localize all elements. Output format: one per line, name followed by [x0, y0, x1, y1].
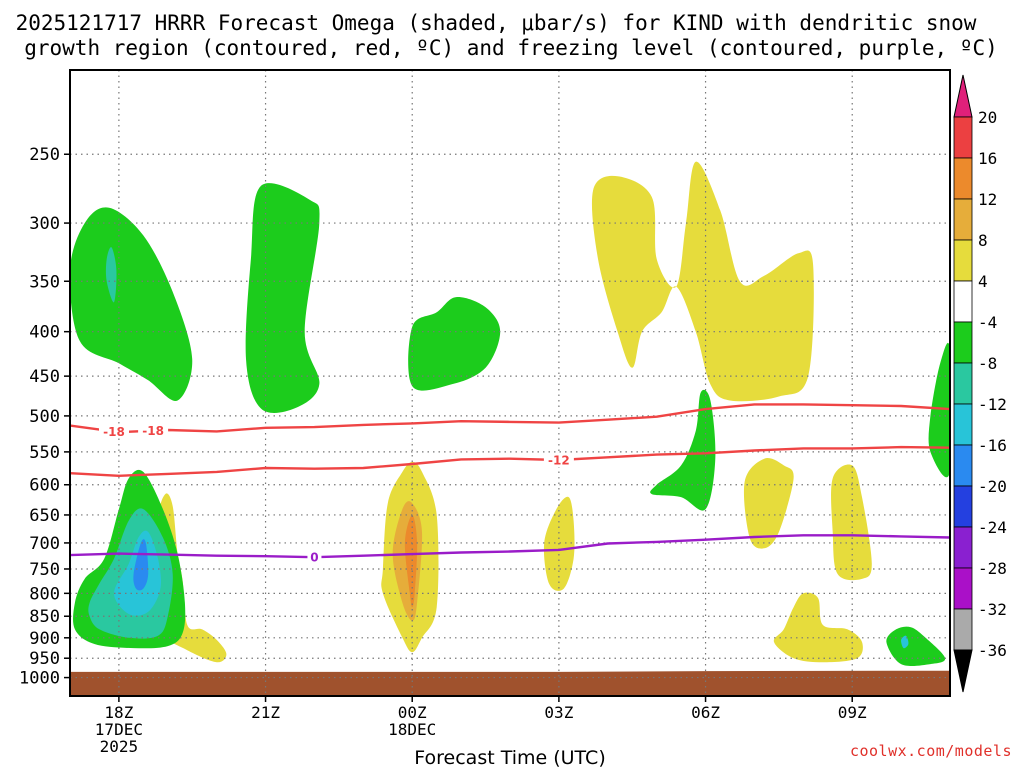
- y-tick-label-650: 650: [29, 506, 60, 526]
- colorbar-bin-4-to-8: [953, 239, 973, 282]
- y-tick-label-350: 350: [29, 272, 60, 292]
- x-tick-label-17DEC: 17DEC: [95, 720, 143, 739]
- y-tick-label-400: 400: [29, 323, 60, 343]
- omega-region-10: [404, 515, 418, 608]
- contour-label-dgz-top: -18: [103, 425, 125, 439]
- colorbar-label--4: -4: [978, 313, 997, 332]
- contour-labels: -18 -18 -12 0: [99, 423, 574, 565]
- colorbar-label--8: -8: [978, 354, 997, 373]
- y-tick-label-950: 950: [29, 649, 60, 669]
- contour-label-bg: [99, 424, 129, 439]
- omega-region-15: [831, 464, 872, 581]
- colorbar-bin--8-to--4: [953, 321, 973, 364]
- contour-freezing-level: [70, 534, 950, 559]
- omega-region-16: [773, 592, 863, 663]
- contour-label-dgz-top: -18: [142, 424, 164, 438]
- omega-region-0: [70, 207, 193, 401]
- omega-region-1: [105, 247, 117, 303]
- below-ground-terrain: [70, 670, 950, 696]
- omega-region-17: [886, 626, 946, 666]
- x-tick-label-21Z: 21Z: [251, 703, 280, 722]
- chart-title-line2: growth region (contoured, red, ºC) and f…: [24, 36, 998, 60]
- contour-label-bg: [307, 550, 322, 565]
- chart-title-line1: 2025121717 HRRR Forecast Omega (shaded, …: [16, 11, 977, 35]
- colorbar-label-8: 8: [978, 231, 988, 250]
- y-tick-label-600: 600: [29, 476, 60, 496]
- colorbar-bin--20-to--16: [953, 444, 973, 487]
- x-tick-label-18DEC: 18DEC: [388, 720, 436, 739]
- colorbar: 20 16 12 8 4 -4 -8 -12 -16 -20 -24 -28 -32 -36: [953, 74, 1007, 693]
- colorbar-label--32: -32: [978, 600, 1007, 619]
- colorbar-bin--36-to--32: [953, 608, 973, 651]
- x-tick-label-09Z: 09Z: [838, 703, 867, 722]
- colorbar-bin--24-to--20: [953, 485, 973, 528]
- contour-label-bg: [543, 453, 574, 468]
- y-tick-label-900: 900: [29, 629, 60, 649]
- colorbar-bin--28-to--24: [953, 526, 973, 569]
- colorbar-label--12: -12: [978, 395, 1007, 414]
- y-tick-label-750: 750: [29, 560, 60, 580]
- omega-shading: [70, 161, 950, 666]
- colorbar-under-triangle: [953, 649, 973, 693]
- plot-frame: [69, 69, 951, 697]
- colorbar-label-12: 12: [978, 190, 997, 209]
- colorbar-bin--4-to-4: [953, 280, 973, 323]
- x-tick-label-2025: 2025: [100, 737, 139, 756]
- colorbar-label-20: 20: [978, 108, 997, 127]
- y-tick-label-300: 300: [29, 214, 60, 234]
- omega-region-2: [245, 183, 320, 414]
- colorbar-bin--32-to--28: [953, 567, 973, 610]
- y-tick-label-850: 850: [29, 607, 60, 627]
- colorbar-bin-12-to-16: [953, 157, 973, 200]
- colorbar-label--36: -36: [978, 641, 1007, 660]
- colorbar-label-4: 4: [978, 272, 988, 291]
- y-tick-label-700: 700: [29, 534, 60, 554]
- x-tick-label-18Z: 18Z: [104, 703, 133, 722]
- y-tick-label-250: 250: [29, 145, 60, 165]
- colorbar-label--16: -16: [978, 436, 1007, 455]
- y-axis: 2503003504004505005506006507007508008509…: [19, 145, 70, 689]
- grid-lines: [70, 70, 950, 696]
- x-axis-title: Forecast Time (UTC): [414, 747, 605, 768]
- colorbar-over-triangle: [953, 74, 973, 118]
- contour-dgz-top: [70, 403, 950, 434]
- colorbar-bin--12-to--8: [953, 362, 973, 405]
- contour-label-freezing-level: 0: [310, 551, 318, 565]
- contour-dgz-bottom: [70, 445, 950, 477]
- omega-region-14: [743, 458, 794, 549]
- contour-label-bg: [138, 423, 169, 438]
- ground-fill: [70, 670, 950, 696]
- contour-label-dgz-bottom: -12: [548, 454, 570, 468]
- credit-link[interactable]: coolwx.com/models: [850, 742, 1012, 760]
- colorbar-label--24: -24: [978, 518, 1007, 537]
- colorbar-label--28: -28: [978, 559, 1007, 578]
- y-tick-label-500: 500: [29, 407, 60, 427]
- x-tick-label-03Z: 03Z: [544, 703, 573, 722]
- colorbar-label--20: -20: [978, 477, 1007, 496]
- y-tick-label-800: 800: [29, 584, 60, 604]
- omega-region-22: [133, 539, 149, 591]
- omega-region-3: [408, 297, 501, 391]
- y-tick-label-1000: 1000: [19, 669, 60, 689]
- x-tick-label-00Z: 00Z: [398, 703, 427, 722]
- temperature-contours: [70, 403, 950, 559]
- colorbar-label-16: 16: [978, 149, 997, 168]
- omega-region-6: [650, 389, 716, 511]
- x-tick-label-06Z: 06Z: [691, 703, 720, 722]
- omega-region-18: [901, 635, 909, 649]
- y-tick-label-450: 450: [29, 367, 60, 387]
- colorbar-bin-16-to-20: [953, 116, 973, 159]
- y-tick-label-550: 550: [29, 443, 60, 463]
- colorbar-bin--16-to--12: [953, 403, 973, 446]
- colorbar-bin-8-to-12: [953, 198, 973, 241]
